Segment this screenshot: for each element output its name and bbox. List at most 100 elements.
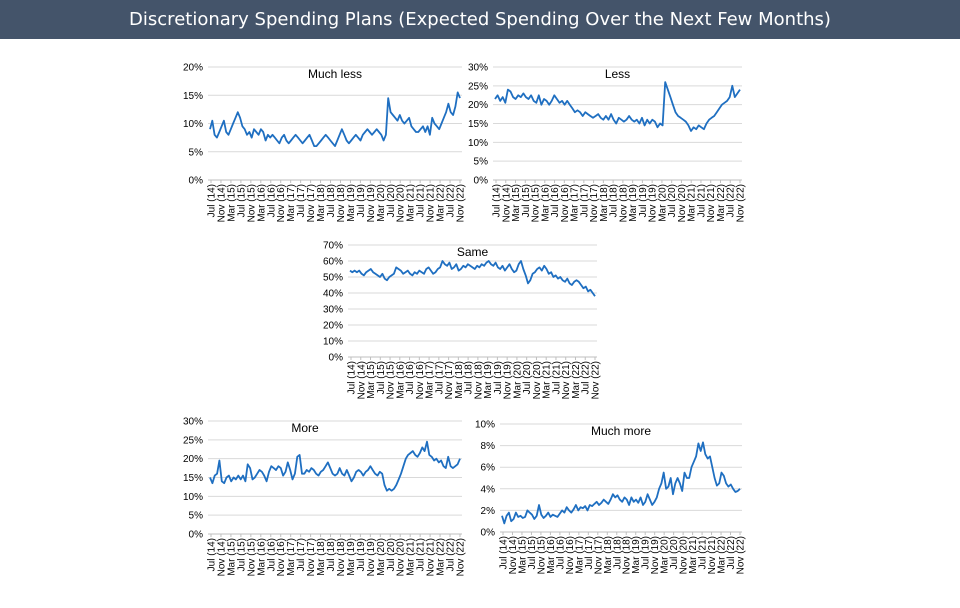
- x-tick-label: Mar (22): [436, 538, 447, 576]
- y-tick-label: 25%: [183, 435, 203, 446]
- x-tick-label: Jul (18): [612, 536, 623, 569]
- x-tick-label: Mar (15): [366, 361, 377, 399]
- x-tick-label: Nov (16): [415, 361, 426, 399]
- chart-title: Less: [605, 67, 630, 81]
- x-tick-label: Nov (21): [426, 538, 437, 576]
- x-tick-label: Mar (21): [688, 536, 699, 574]
- chart-less: 30%25%20%15%10%5%0%Jul (14)Nov (14)Mar (…: [468, 63, 747, 223]
- x-tick-label: Jul (17): [584, 536, 595, 569]
- chart-title: Much more: [591, 424, 651, 438]
- page-title: Discretionary Spending Plans (Expected S…: [0, 0, 960, 39]
- x-tick-label: Mar (21): [687, 184, 698, 222]
- x-tick-label: Nov (15): [246, 184, 257, 222]
- y-tick-label: 50%: [323, 273, 343, 284]
- x-tick-label: Mar (21): [406, 538, 417, 576]
- y-tick-label: 10%: [323, 337, 343, 348]
- x-tick-label: Jul (14): [499, 536, 510, 569]
- x-tick-label: Mar (15): [226, 184, 237, 222]
- x-tick-label: Mar (21): [406, 184, 417, 222]
- x-tick-label: Nov (14): [501, 184, 512, 222]
- chart-title: More: [291, 421, 319, 435]
- x-tick-label: Nov (15): [386, 361, 397, 399]
- x-tick-label: Mar (22): [436, 184, 447, 222]
- y-tick-label: 70%: [323, 241, 343, 252]
- x-tick-label: Mar (17): [286, 538, 297, 576]
- series-line: [501, 441, 741, 525]
- x-tick-label: Jul (19): [638, 184, 649, 217]
- x-tick-label: Nov (21): [706, 184, 717, 222]
- y-tick-label: 10%: [468, 138, 488, 149]
- y-tick-label: 40%: [323, 289, 343, 300]
- x-tick-label: Nov (18): [336, 184, 347, 222]
- x-tick-label: Nov (17): [444, 361, 455, 399]
- x-tick-label: Mar (18): [316, 538, 327, 576]
- x-tick-label: Jul (20): [386, 538, 397, 571]
- x-tick-label: Nov (14): [216, 538, 227, 576]
- x-tick-label: Nov (22): [591, 361, 602, 399]
- x-tick-label: Mar (19): [628, 184, 639, 222]
- x-tick-label: Jul (17): [434, 361, 445, 394]
- x-tick-label: Jul (21): [416, 184, 427, 217]
- x-tick-label: Jul (15): [376, 361, 387, 394]
- x-tick-label: Mar (22): [717, 536, 728, 574]
- x-tick-label: Nov (18): [473, 361, 484, 399]
- x-tick-label: Jul (14): [347, 361, 358, 394]
- x-tick-label: Nov (16): [565, 536, 576, 574]
- x-tick-label: Mar (19): [346, 538, 357, 576]
- x-tick-label: Jul (17): [579, 184, 590, 217]
- x-tick-label: Mar (22): [571, 361, 582, 399]
- x-tick-label: Jul (16): [555, 536, 566, 569]
- x-tick-label: Jul (15): [236, 538, 247, 571]
- x-tick-label: Jul (16): [550, 184, 561, 217]
- x-tick-label: Jul (17): [296, 184, 307, 217]
- x-tick-label: Nov (20): [532, 361, 543, 399]
- chart-title: Same: [457, 245, 489, 259]
- x-tick-label: Nov (15): [246, 538, 257, 576]
- x-tick-label: Nov (22): [456, 538, 467, 576]
- y-tick-label: 6%: [481, 463, 496, 474]
- x-tick-label: Mar (15): [517, 536, 528, 574]
- x-tick-label: Jul (22): [726, 536, 737, 569]
- x-tick-label: Nov (20): [396, 538, 407, 576]
- x-tick-label: Jul (16): [266, 184, 277, 217]
- y-tick-label: 30%: [323, 305, 343, 316]
- x-tick-label: Jul (20): [386, 184, 397, 217]
- x-tick-label: Mar (17): [425, 361, 436, 399]
- x-tick-label: Nov (21): [707, 536, 718, 574]
- y-tick-label: 60%: [323, 257, 343, 268]
- x-tick-label: Jul (16): [405, 361, 416, 394]
- y-tick-label: 25%: [468, 81, 488, 92]
- x-tick-label: Mar (20): [657, 184, 668, 222]
- x-tick-label: Nov (14): [508, 536, 519, 574]
- x-tick-label: Jul (15): [236, 184, 247, 217]
- x-tick-label: Jul (19): [493, 361, 504, 394]
- x-tick-label: Jul (18): [464, 361, 475, 394]
- x-tick-label: Jul (22): [446, 184, 457, 217]
- x-tick-label: Jul (18): [326, 538, 337, 571]
- x-tick-label: Jul (21): [416, 538, 427, 571]
- x-tick-label: Jul (22): [446, 538, 457, 571]
- x-tick-label: Nov (16): [276, 184, 287, 222]
- y-tick-label: 30%: [468, 63, 488, 74]
- x-tick-label: Nov (15): [531, 184, 542, 222]
- x-tick-label: Nov (20): [677, 184, 688, 222]
- x-tick-label: Mar (18): [599, 184, 610, 222]
- x-tick-label: Nov (22): [456, 184, 467, 222]
- x-tick-label: Jul (17): [296, 538, 307, 571]
- y-tick-label: 15%: [183, 473, 203, 484]
- y-tick-label: 20%: [323, 321, 343, 332]
- x-tick-label: Nov (18): [622, 536, 633, 574]
- x-tick-label: Mar (18): [603, 536, 614, 574]
- x-tick-label: Nov (22): [736, 184, 747, 222]
- y-tick-label: 0%: [474, 176, 489, 187]
- series-line: [209, 440, 461, 492]
- x-tick-label: Mar (16): [540, 184, 551, 222]
- x-tick-label: Mar (16): [256, 538, 267, 576]
- x-tick-label: Nov (19): [650, 536, 661, 574]
- series-line: [209, 91, 461, 147]
- x-tick-label: Jul (14): [207, 538, 218, 571]
- x-tick-label: Jul (18): [326, 184, 337, 217]
- x-tick-label: Jul (20): [522, 361, 533, 394]
- x-tick-label: Mar (16): [546, 536, 557, 574]
- y-tick-label: 10%: [475, 420, 495, 431]
